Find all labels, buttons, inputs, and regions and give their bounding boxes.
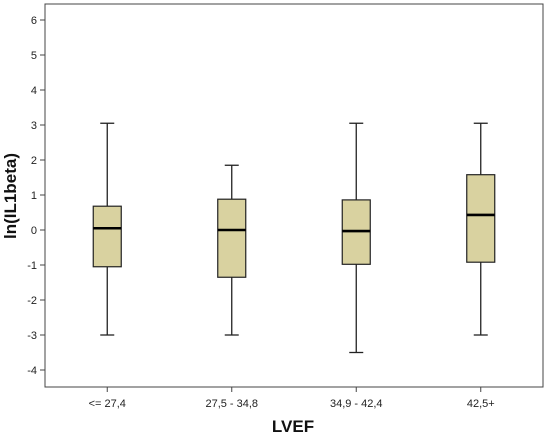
- y-tick-label: 5: [31, 50, 37, 62]
- x-axis: <= 27,4 27,5 - 34,8 34,9 - 42,4 42,5+: [89, 387, 495, 410]
- x-tick-label: 42,5+: [467, 398, 495, 410]
- y-tick-label: -2: [27, 295, 37, 307]
- y-tick-label: 2: [31, 155, 37, 167]
- box-3: [341, 122, 371, 354]
- x-axis-title: LVEF: [272, 417, 314, 436]
- box-2: [217, 164, 247, 336]
- y-tick-label: 6: [31, 15, 37, 27]
- y-tick-label: 0: [31, 225, 37, 237]
- iqr-box: [92, 205, 122, 268]
- plot-area: [44, 3, 544, 388]
- box-4: [466, 122, 496, 336]
- x-tick-label: 34,9 - 42,4: [330, 398, 383, 410]
- iqr-box: [466, 174, 496, 263]
- iqr-box: [217, 198, 247, 278]
- y-tick-label: -4: [27, 365, 37, 377]
- y-tick-label: -3: [27, 330, 37, 342]
- y-tick-label: 4: [31, 85, 37, 97]
- y-tick-label: -1: [27, 260, 37, 272]
- y-tick-label: 3: [31, 120, 37, 132]
- y-axis: -4 -3 -2 -1 0 1 2 3 4 5 6: [27, 15, 45, 377]
- x-tick-label: <= 27,4: [89, 398, 126, 410]
- box-1: [92, 122, 122, 336]
- y-tick-label: 1: [31, 190, 37, 202]
- box-series: [92, 122, 496, 354]
- y-axis-title: ln(IL1beta): [1, 153, 20, 239]
- x-tick-label: 27,5 - 34,8: [205, 398, 258, 410]
